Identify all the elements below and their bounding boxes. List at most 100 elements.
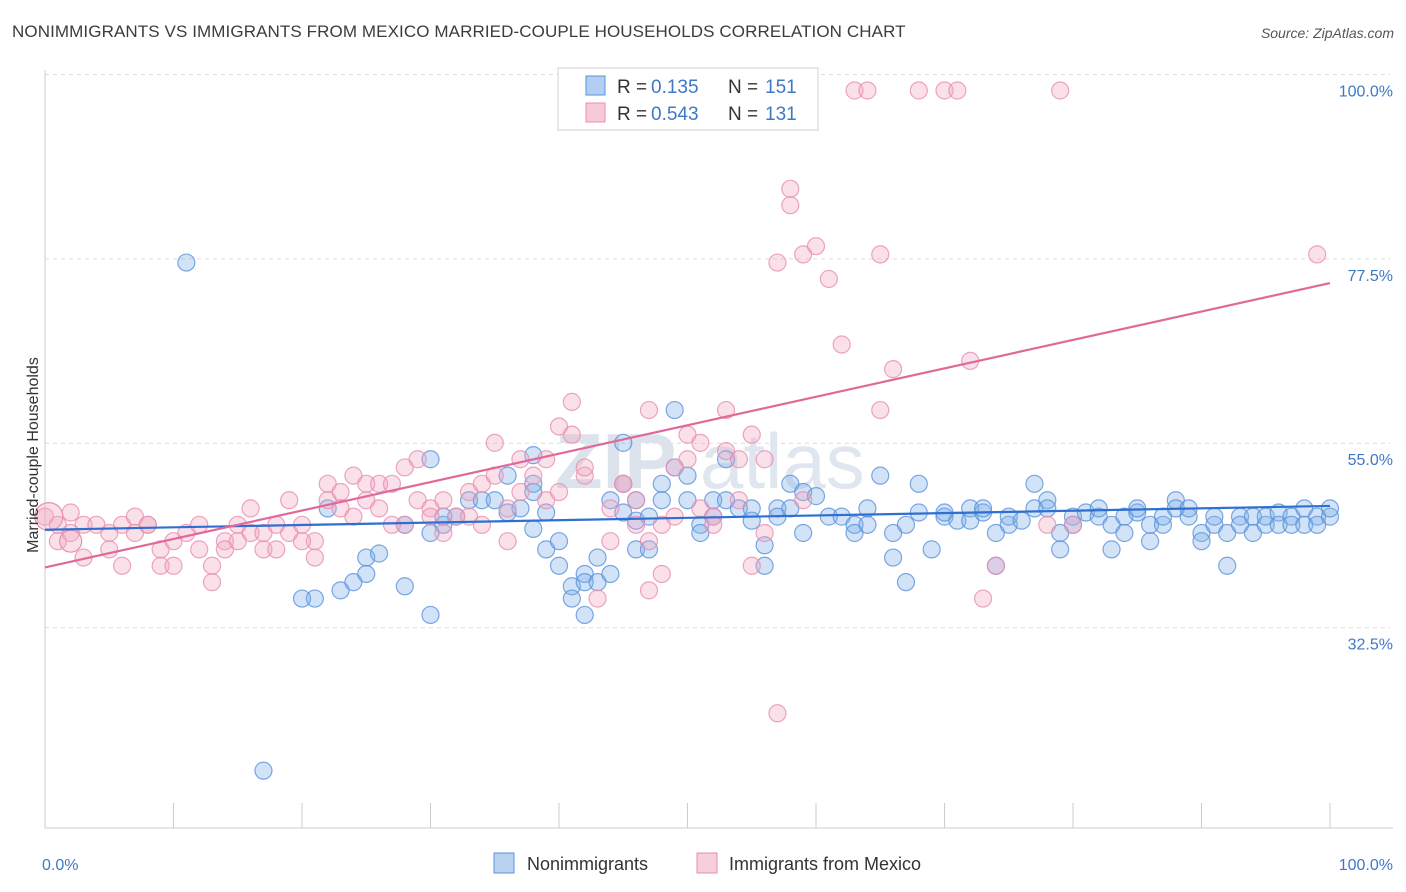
data-point: [794, 491, 813, 510]
legend-box: R = 0.135 N = 151 R = 0.543 N = 131: [557, 67, 819, 131]
data-point: [344, 466, 363, 485]
data-point: [883, 548, 903, 567]
data-point: [678, 491, 697, 510]
data-point: [524, 482, 543, 502]
data-point: [742, 511, 761, 530]
data-points: [34, 81, 1340, 780]
data-point: [794, 245, 813, 264]
data-point: [562, 589, 581, 608]
grid-lines: [45, 73, 1390, 629]
data-point: [1051, 523, 1070, 543]
data-point: [588, 573, 607, 592]
watermark-atlas: atlas: [700, 417, 865, 505]
data-point: [1282, 515, 1301, 534]
data-point: [254, 540, 273, 559]
data-point: [909, 474, 928, 493]
x-tick-label-left: 0.0%: [42, 857, 78, 874]
data-point: [639, 507, 659, 526]
data-point: [267, 540, 286, 559]
data-point: [357, 474, 376, 493]
data-point: [472, 515, 491, 534]
data-point: [1295, 499, 1314, 518]
y-tick-label: 32.5%: [1348, 637, 1393, 654]
data-point: [1038, 515, 1057, 534]
data-point: [832, 507, 851, 526]
data-point: [382, 515, 402, 534]
data-point: [138, 515, 157, 534]
data-point: [434, 523, 453, 543]
data-point: [524, 519, 543, 538]
data-point: [280, 491, 299, 510]
legend-r-value: 0.543: [651, 104, 699, 125]
data-point: [1308, 515, 1327, 534]
legend-r-label: R =: [617, 104, 647, 125]
data-point: [241, 499, 260, 518]
data-point: [896, 515, 916, 534]
data-point: [1025, 499, 1044, 518]
data-point: [1089, 499, 1108, 518]
data-point: [357, 564, 376, 584]
data-point: [254, 761, 273, 780]
data-point: [716, 441, 736, 461]
data-point: [909, 81, 928, 100]
data-point: [395, 458, 414, 477]
data-point: [639, 532, 659, 551]
data-point: [1102, 515, 1121, 534]
data-point: [1128, 503, 1147, 522]
data-point: [202, 556, 222, 575]
data-point: [858, 515, 877, 534]
data-point: [601, 499, 620, 518]
data-point: [305, 589, 324, 608]
data-point: [61, 503, 80, 522]
data-point: [305, 548, 324, 567]
legend-n-label: N =: [728, 77, 758, 98]
trend-line-nonimmigrants: [44, 504, 1331, 531]
data-point: [344, 573, 363, 592]
data-point: [781, 196, 800, 215]
legend-n-value: 151: [765, 77, 797, 98]
data-point: [1063, 515, 1083, 534]
data-point: [716, 491, 736, 510]
data-point: [202, 573, 222, 592]
data-point: [845, 523, 864, 543]
x-tick-label-right: 100.0%: [1339, 857, 1393, 874]
data-point: [755, 450, 774, 469]
data-point: [883, 523, 903, 543]
data-point: [408, 491, 427, 510]
data-point: [729, 491, 749, 510]
data-point: [575, 573, 594, 592]
data-point: [665, 507, 684, 526]
data-point: [1140, 515, 1160, 534]
data-point: [549, 417, 569, 436]
bottom-legend-swatch: [696, 852, 718, 874]
data-point: [1115, 523, 1134, 543]
data-point: [112, 556, 132, 575]
data-point: [421, 523, 440, 543]
data-point: [472, 491, 491, 510]
data-point: [922, 540, 941, 559]
data-point: [614, 474, 633, 493]
data-point: [485, 433, 504, 452]
bottom-legend-label: Immigrants from Mexico: [729, 854, 921, 874]
data-point: [537, 491, 556, 510]
data-point: [652, 564, 671, 584]
data-point: [254, 523, 273, 543]
data-point: [986, 556, 1006, 575]
data-point: [1320, 499, 1340, 518]
data-point: [549, 532, 569, 551]
data-point: [537, 540, 556, 559]
data-point: [1218, 523, 1237, 543]
data-point: [549, 482, 569, 502]
data-point: [652, 515, 671, 534]
data-point: [1295, 515, 1314, 534]
data-point: [395, 577, 414, 596]
data-point: [973, 499, 993, 518]
data-point: [588, 589, 607, 608]
data-point: [896, 573, 916, 592]
data-point: [1308, 245, 1327, 264]
data-point: [331, 482, 350, 502]
data-point: [819, 269, 838, 289]
data-point: [447, 507, 466, 526]
data-point: [498, 499, 517, 518]
data-point: [601, 532, 620, 551]
